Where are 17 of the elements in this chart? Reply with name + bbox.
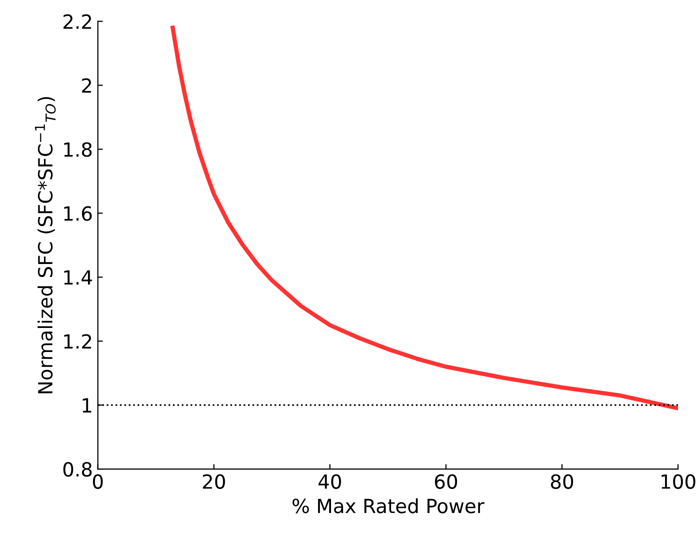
- x-tick-label: 100: [662, 474, 696, 489]
- x-tick-label: 60: [434, 474, 458, 489]
- y-axis-title: Normalized SFC (SFC*SFC$^{−1}$$_{TO}$): [34, 97, 56, 394]
- x-tick-label: 80: [550, 474, 574, 489]
- x-tick-label: 0: [92, 474, 103, 489]
- line-series: [170, 26, 678, 410]
- y-tick-label: 2.2: [64, 14, 92, 29]
- x-tick-label: 40: [318, 474, 342, 489]
- y-tick-label: 1.2: [64, 334, 92, 349]
- y-tick-label: 2: [82, 78, 92, 93]
- x-tick-label: 20: [202, 474, 225, 489]
- y-tick-label: 1.8: [64, 142, 92, 157]
- y-tick-label: 1.6: [64, 206, 92, 221]
- y-tick-label: 1: [82, 398, 92, 412]
- y-tick-label: 1.4: [64, 270, 92, 285]
- x-axis-title: % Max Rated Power: [292, 498, 484, 514]
- y-tick-label: 0.8: [63, 462, 92, 477]
